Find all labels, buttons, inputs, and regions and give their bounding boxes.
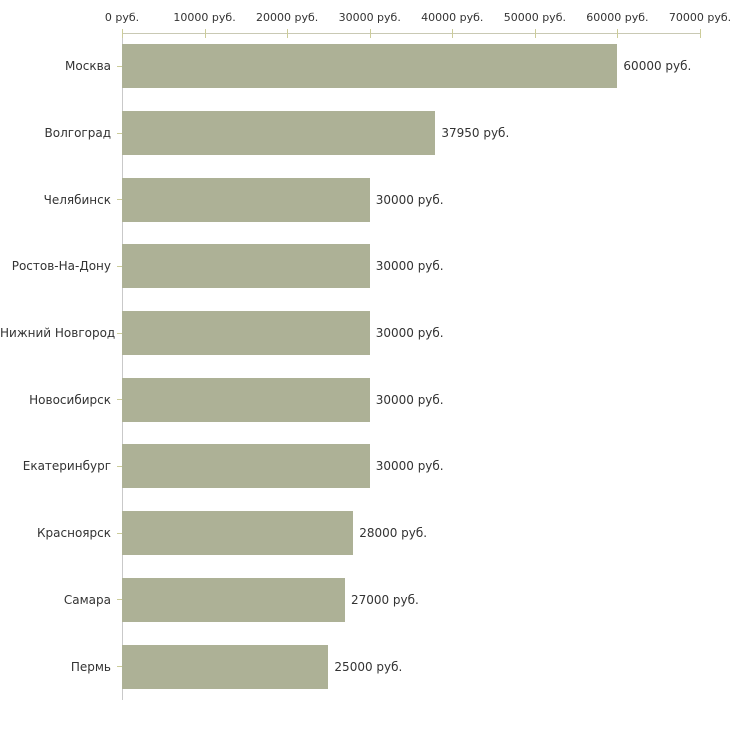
bar-row: Пермь 25000 руб. [0,633,730,700]
bar-row: Челябинск 30000 руб. [0,166,730,233]
x-axis-tick-label: 40000 руб. [421,11,484,24]
x-axis-tick-mark [534,29,536,38]
bar-row: Волгоград 37950 руб. [0,100,730,167]
bar [122,444,370,489]
bar [122,577,345,622]
category-tick-mark [117,465,122,467]
category-tick-mark [117,265,122,267]
category-label: Ростов-На-Дону [11,259,111,274]
category-label: Екатеринбург [22,459,111,474]
bar [122,377,370,422]
bar-row: Красноярск 28000 руб. [0,500,730,567]
bar [122,644,329,689]
bar-row: Екатеринбург 30000 руб. [0,433,730,500]
x-axis-line [122,33,701,34]
value-label: 30000 руб. [375,259,444,274]
category-tick-mark [117,332,122,334]
category-tick-mark [117,532,122,534]
y-axis-line [122,33,123,700]
value-label: 28000 руб. [359,526,428,541]
category-label: Самара [63,592,111,607]
x-axis-tick-label: 70000 руб. [668,11,730,24]
bar [122,111,436,156]
bar [122,244,370,289]
category-tick-mark [117,399,122,401]
value-label: 37950 руб. [441,126,510,141]
bar [122,311,370,356]
category-label: Москва [65,59,111,74]
x-axis-tick-label: 20000 руб. [256,11,319,24]
bar [122,177,370,222]
x-axis-tick-mark [122,29,123,38]
category-label: Нижний Новгород [0,326,116,341]
category-tick-mark [117,599,122,601]
bar-row: Самара 27000 руб. [0,567,730,634]
x-axis-tick-mark [452,29,454,38]
value-label: 30000 руб. [375,192,444,207]
bar-row: Новосибирск 30000 руб. [0,366,730,433]
chart-rows: Москва 60000 руб. Волгоград 37950 руб. Челяб… [0,33,730,700]
category-tick-mark [117,666,122,668]
x-axis-tick-mark [369,29,371,38]
x-axis-tick-mark [287,29,289,38]
value-label: 27000 руб. [350,592,419,607]
bar [122,511,354,556]
category-tick-mark [117,199,122,201]
category-label: Красноярск [37,526,111,541]
value-label: 25000 руб. [334,659,403,674]
bar-row: Москва 60000 руб. [0,33,730,100]
category-tick-mark [117,132,122,134]
value-label: 30000 руб. [375,459,444,474]
category-label: Новосибирск [29,392,111,407]
x-axis-tick-label: 0 руб. [104,11,140,24]
value-label: 30000 руб. [375,326,444,341]
bar [122,44,618,89]
value-label: 30000 руб. [375,392,444,407]
category-tick-mark [117,65,122,67]
category-label: Челябинск [43,192,111,207]
category-label: Пермь [70,659,111,674]
x-axis-tick-label: 30000 руб. [338,11,401,24]
x-axis-tick-mark [204,29,206,38]
category-label: Волгоград [44,126,111,141]
x-axis-tick-mark [700,29,701,38]
x-axis-tick-label: 50000 руб. [503,11,566,24]
bar-row: Нижний Новгород 30000 руб. [0,300,730,367]
bar-row: Ростов-На-Дону 30000 руб. [0,233,730,300]
value-label: 60000 руб. [623,59,692,74]
x-axis-tick-mark [617,29,619,38]
x-axis-tick-label: 60000 руб. [586,11,649,24]
x-axis-tick-label: 10000 руб. [173,11,236,24]
